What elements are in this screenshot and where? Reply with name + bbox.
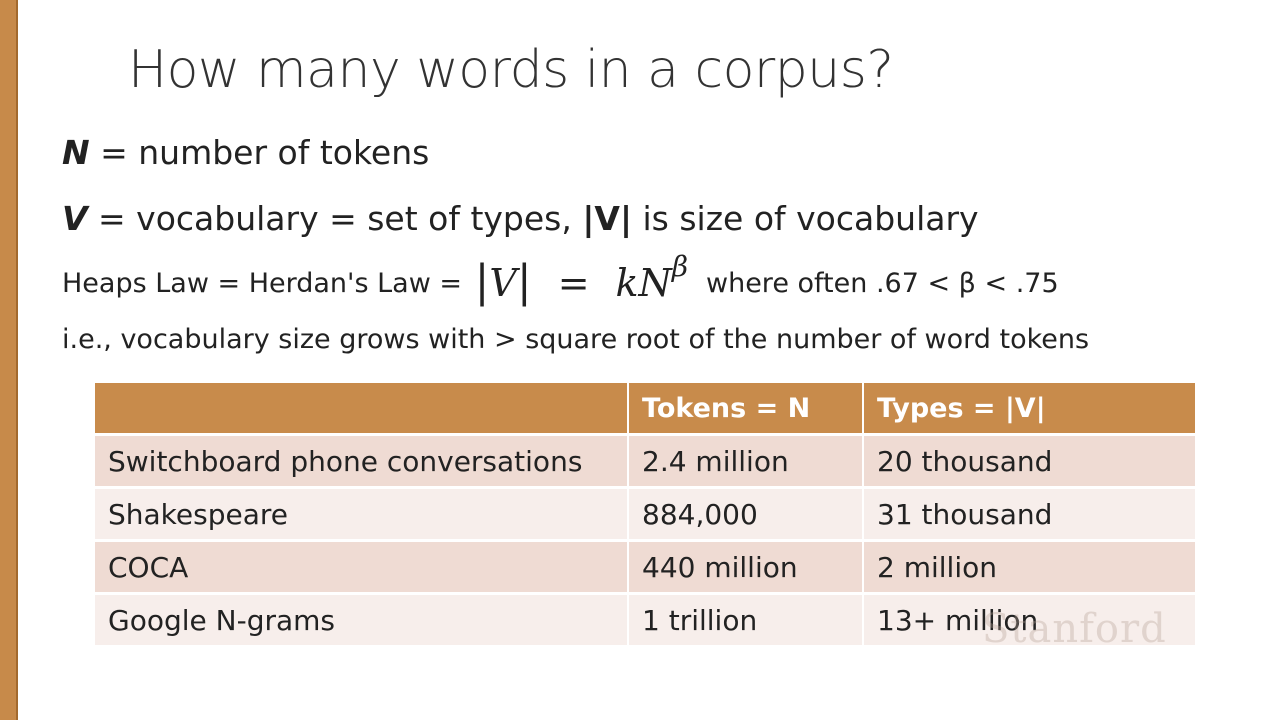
corpus-size-table: Tokens = N Types = |V| Switchboard phone… (95, 383, 1195, 648)
formula-v: V (489, 261, 517, 305)
formula-kn: kN (615, 261, 672, 305)
heaps-suffix: where often .67 < β < .75 (706, 268, 1059, 299)
header-tokens: Tokens = N (629, 383, 864, 436)
n-definition-text: = number of tokens (89, 133, 430, 172)
header-corpus (95, 383, 629, 436)
table-row: Switchboard phone conversations 2.4 mill… (95, 436, 1195, 489)
heaps-law-line: Heaps Law = Herdan's Law = |V| = kNβ where … (62, 253, 1059, 305)
type-count: 20 thousand (864, 436, 1195, 489)
table-row: COCA 440 million 2 million (95, 542, 1195, 595)
v-definition-text: = vocabulary = set of types, (87, 199, 583, 238)
corpus-name: Shakespeare (95, 489, 629, 542)
n-symbol: N (62, 133, 90, 172)
corpus-name: Switchboard phone conversations (95, 436, 629, 489)
formula-bar-left: | (474, 256, 490, 307)
token-count: 884,000 (629, 489, 864, 542)
left-accent-bar (0, 0, 18, 720)
table-header-row: Tokens = N Types = |V| (95, 383, 1195, 436)
table-row: Shakespeare 884,000 31 thousand (95, 489, 1195, 542)
v-symbol: V (62, 199, 88, 238)
token-count: 1 trillion (629, 595, 864, 648)
type-count: 2 million (864, 542, 1195, 595)
type-count: 13+ million (864, 595, 1195, 648)
heaps-formula: |V| = kNβ (475, 253, 688, 305)
v-size-text: is size of vocabulary (632, 199, 979, 238)
heaps-prefix: Heaps Law = Herdan's Law = (62, 268, 471, 299)
formula-bar-right: | (516, 256, 532, 307)
definition-n: N = number of tokens (62, 132, 429, 174)
token-count: 440 million (629, 542, 864, 595)
corpus-name: Google N-grams (95, 595, 629, 648)
slide-title: How many words in a corpus? (128, 40, 894, 100)
formula-equals: = (557, 261, 590, 305)
token-count: 2.4 million (629, 436, 864, 489)
table-row: Google N-grams 1 trillion 13+ million (95, 595, 1195, 648)
definition-v: V = vocabulary = set of types, |V| is si… (62, 198, 979, 240)
formula-beta: β (671, 250, 688, 283)
v-size-symbol: |V| (582, 199, 633, 238)
corpus-name: COCA (95, 542, 629, 595)
ie-line: i.e., vocabulary size grows with > squar… (62, 324, 1090, 355)
header-types: Types = |V| (864, 383, 1195, 436)
type-count: 31 thousand (864, 489, 1195, 542)
